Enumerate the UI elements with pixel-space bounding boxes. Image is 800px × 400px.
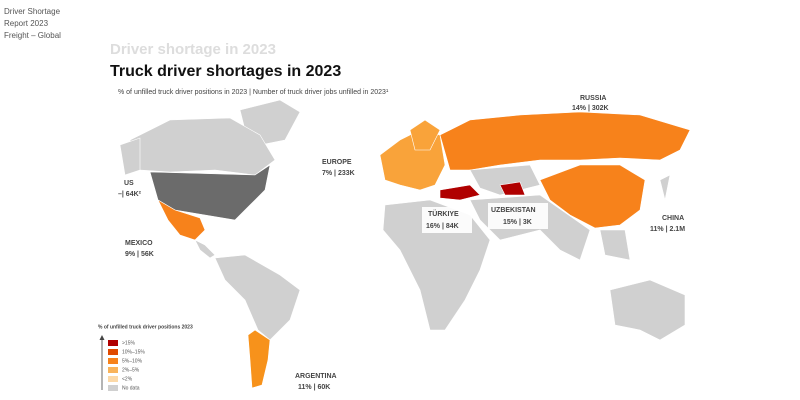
- region-stat: 9% | 56K: [125, 251, 154, 258]
- legend-swatch: [108, 367, 118, 373]
- south-america: [214, 254, 301, 341]
- label-box: [488, 203, 548, 229]
- legend-swatch: [108, 340, 118, 346]
- world-map: [119, 99, 691, 389]
- legend-label: 5%–10%: [122, 358, 143, 364]
- region-name: RUSSIA: [580, 95, 606, 102]
- mexico: [157, 199, 206, 241]
- subtitle: % of unfilled truck driver positions in …: [118, 89, 389, 96]
- faded-title: Driver shortage in 2023: [110, 41, 276, 58]
- region-stat: 15% | 3K: [503, 219, 532, 226]
- scandinavia: [409, 119, 441, 151]
- region-stat: 7% | 233K: [322, 170, 355, 177]
- region-name: CHINA: [662, 215, 684, 222]
- china: [539, 164, 646, 229]
- russia: [439, 111, 691, 171]
- legend-swatch: [108, 385, 118, 391]
- turkiye: [439, 184, 481, 201]
- region-name: TÜRKIYE: [428, 209, 459, 218]
- southeast-asia: [599, 229, 631, 261]
- region-stat: 14% | 302K: [572, 105, 609, 112]
- region-stat: 16% | 84K: [426, 223, 459, 230]
- region-name: EUROPE: [322, 159, 352, 166]
- header-line: Freight – Global: [4, 31, 61, 40]
- legend: % of unfilled truck driver positions 202…: [98, 324, 193, 391]
- central-america: [194, 239, 216, 259]
- region-stat: 11% | 2.1M: [650, 226, 685, 233]
- header-line: Report 2023: [4, 19, 49, 28]
- legend-label: 2%–5%: [122, 367, 140, 373]
- canada: [129, 117, 276, 176]
- label-box: [422, 207, 472, 233]
- header-line: Driver Shortage: [4, 7, 61, 16]
- title: Truck driver shortages in 2023: [110, 63, 341, 80]
- alaska: [119, 137, 141, 176]
- region-name: US: [124, 180, 134, 187]
- region-name: MEXICO: [125, 240, 153, 247]
- legend-swatch: [108, 376, 118, 382]
- legend-arrowhead: [99, 335, 105, 340]
- region-name: ARGENTINA: [295, 373, 337, 380]
- legend-label: >15%: [122, 340, 135, 346]
- legend-title: % of unfilled truck driver positions 202…: [98, 324, 193, 330]
- region-stat: 11% | 60K: [298, 384, 330, 391]
- legend-label: No data: [122, 385, 140, 391]
- legend-swatch: [108, 349, 118, 355]
- region-stat: –| 64K²: [118, 191, 142, 198]
- region-name: UZBEKISTAN: [491, 207, 536, 214]
- legend-label: 10%–15%: [122, 349, 145, 355]
- legend-label: <2%: [122, 376, 133, 382]
- argentina: [247, 329, 271, 389]
- uzbekistan: [499, 181, 526, 196]
- japan: [659, 174, 671, 201]
- australia: [609, 279, 686, 341]
- legend-swatch: [108, 358, 118, 364]
